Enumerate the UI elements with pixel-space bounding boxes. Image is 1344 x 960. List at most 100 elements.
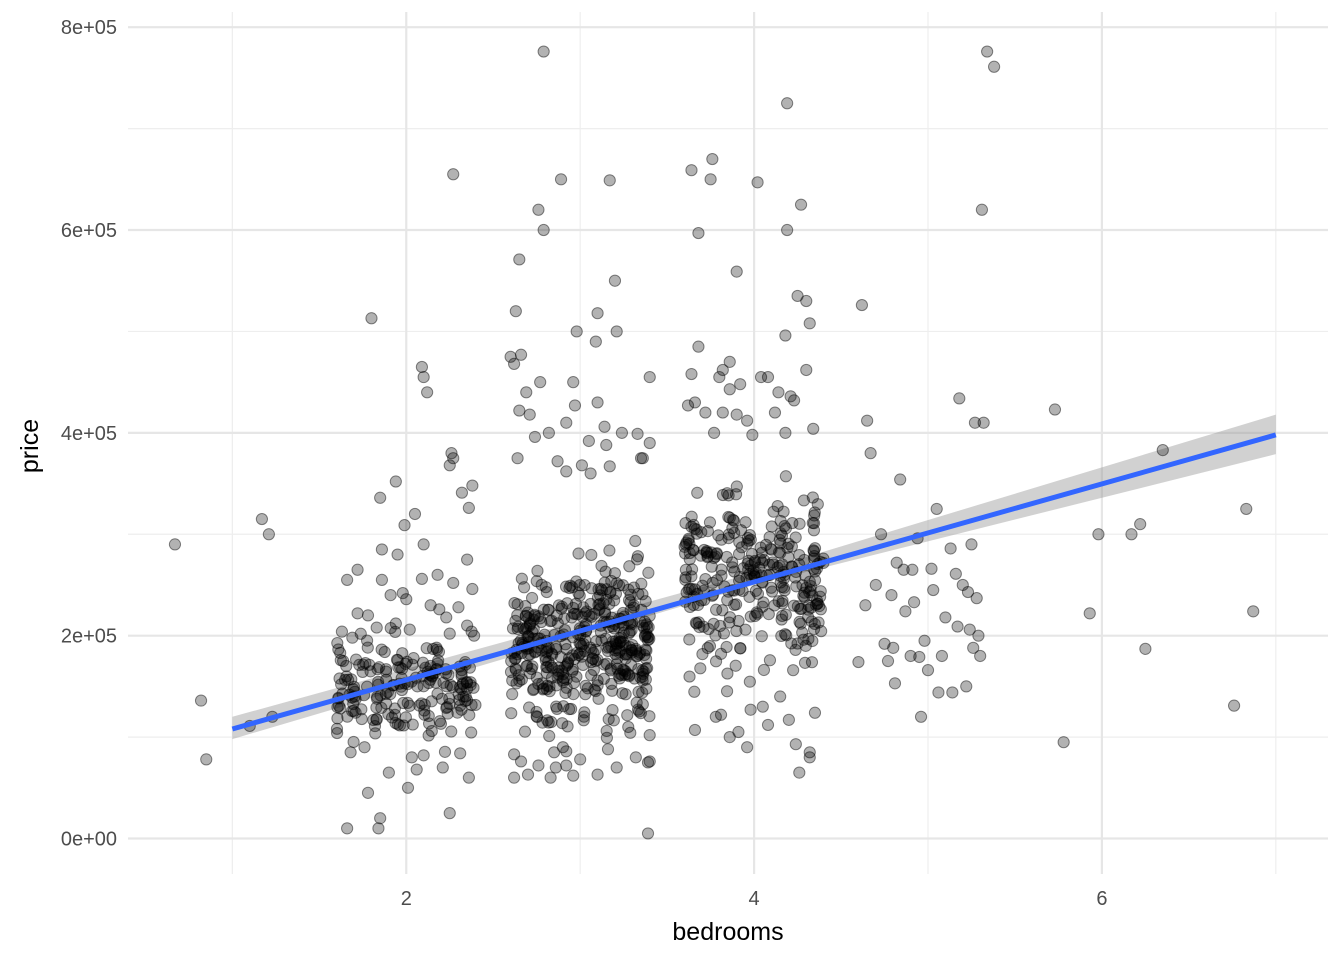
data-point [615, 426, 629, 439]
data-point [743, 590, 756, 604]
data-point [568, 652, 581, 666]
data-point [570, 325, 583, 338]
data-point [805, 656, 819, 669]
data-point [401, 696, 414, 710]
data-point [578, 706, 591, 719]
data-point [455, 682, 468, 696]
data-point [560, 745, 573, 758]
data-point [379, 663, 393, 676]
data-point [773, 559, 786, 572]
data-point [592, 692, 605, 705]
data-point [726, 513, 740, 526]
data-point [639, 629, 652, 642]
data-point [536, 683, 550, 696]
data-point [678, 540, 691, 553]
data-point [643, 436, 656, 450]
data-point [411, 680, 424, 693]
data-point [613, 672, 626, 685]
data-point [554, 650, 568, 664]
data-point [370, 692, 384, 705]
y-tick-label: 0e+00 [61, 829, 117, 851]
data-point [378, 645, 391, 659]
data-point [440, 680, 453, 693]
data-point [806, 589, 819, 602]
data-point [589, 643, 602, 656]
data-point [435, 692, 449, 705]
data-point [422, 717, 436, 730]
data-point [530, 710, 543, 723]
data-point [550, 609, 563, 622]
data-point [750, 606, 763, 619]
data-point [561, 656, 575, 669]
data-point [551, 617, 564, 630]
data-point [585, 582, 598, 595]
data-point [616, 687, 629, 700]
data-point [629, 751, 642, 764]
data-point [700, 546, 713, 559]
data-point [545, 614, 558, 627]
data-point [526, 625, 539, 638]
data-point [772, 386, 785, 399]
data-point [583, 609, 596, 622]
data-point [577, 714, 590, 727]
data-point [549, 640, 563, 654]
y-axis-title: price [16, 419, 44, 473]
data-point [558, 612, 571, 625]
data-point [734, 642, 747, 655]
data-point [604, 586, 617, 599]
data-point [739, 623, 752, 636]
data-point [509, 662, 522, 675]
data-point [782, 713, 795, 726]
fit-line-layer [231, 432, 1277, 732]
data-point [972, 629, 985, 642]
data-point [622, 594, 636, 607]
data-point [899, 605, 912, 618]
data-point [643, 729, 656, 742]
data-point [723, 616, 736, 629]
data-point [778, 628, 792, 641]
data-point [614, 635, 627, 648]
data-point [544, 615, 557, 628]
data-point [619, 639, 632, 652]
data-point [418, 698, 431, 711]
y-tick-label: 2e+05 [61, 626, 117, 648]
data-point [679, 573, 692, 586]
data-point [804, 601, 818, 614]
data-point [904, 649, 917, 663]
data-point [628, 672, 641, 685]
data-point [505, 655, 518, 668]
data-point [800, 581, 813, 594]
data-point [582, 434, 595, 448]
data-point [399, 711, 412, 724]
data-point [685, 510, 698, 523]
data-point [745, 547, 759, 561]
data-point [536, 677, 549, 690]
data-point [590, 635, 603, 648]
data-point [341, 573, 354, 587]
data-point [525, 591, 539, 605]
data-point [751, 176, 764, 189]
data-point [346, 631, 359, 644]
data-point [452, 601, 465, 614]
data-point [585, 610, 598, 623]
data-point [778, 520, 791, 533]
data-point [623, 641, 636, 654]
data-point [418, 708, 431, 721]
data-point [613, 579, 626, 592]
data-point [772, 595, 785, 608]
data-point [802, 599, 815, 612]
data-point [397, 696, 410, 710]
data-point [394, 661, 407, 674]
data-point [606, 635, 619, 648]
data-point [640, 621, 654, 634]
data-point [511, 609, 524, 622]
data-point [338, 673, 352, 687]
data-point [572, 648, 585, 662]
data-point [345, 673, 358, 686]
data-point [524, 648, 537, 661]
data-point [622, 627, 636, 640]
data-point [732, 614, 745, 628]
data-point [932, 686, 945, 699]
data-point [775, 529, 789, 542]
data-point [749, 584, 762, 597]
